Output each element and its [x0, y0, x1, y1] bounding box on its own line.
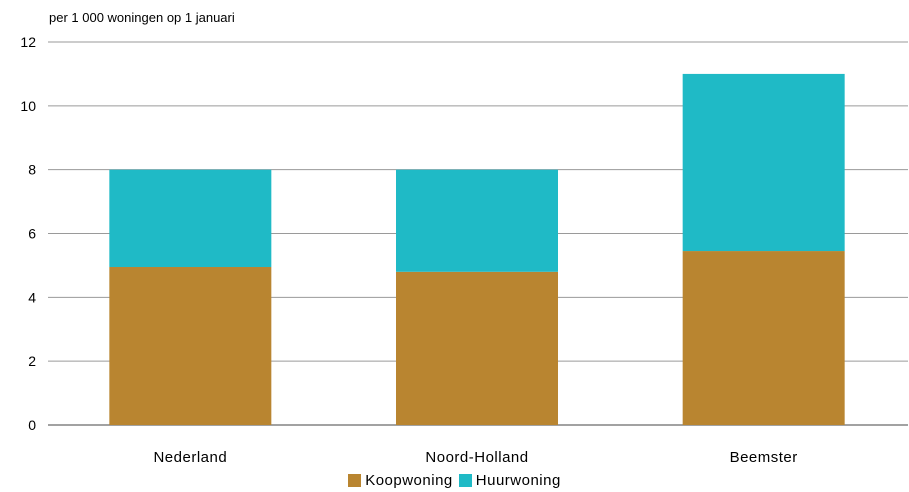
legend-swatch-huurwoning	[458, 474, 472, 487]
x-tick-label-beemster: Beemster	[730, 449, 798, 466]
y-tick-label-8: 8	[28, 162, 36, 178]
bar-koopwoning-noord-holland	[396, 271, 558, 425]
y-tick-label-6: 6	[28, 226, 36, 242]
bar-huurwoning-beemster	[682, 73, 845, 252]
bar-huurwoning-noord-holland	[396, 169, 558, 272]
y-tick-label-12: 12	[20, 34, 36, 50]
bars	[109, 73, 845, 425]
stacked-bar-chart: per 1 000 woningen op 1 januari 0 2 4 6 8 10 1…	[20, 10, 908, 466]
bar-koopwoning-nederland	[109, 267, 272, 425]
legend-label-huurwoning: Huurwoning	[475, 472, 561, 489]
legend-label-koopwoning: Koopwoning	[365, 472, 453, 489]
y-tick-label-2: 2	[28, 353, 36, 369]
y-tick-label-10: 10	[20, 98, 36, 114]
legend-item-koopwoning: Koopwoning	[348, 472, 453, 489]
x-tick-label-noord-holland: Noord-Holland	[425, 449, 528, 466]
legend: Koopwoning Huurwoning	[0, 472, 909, 489]
y-axis-ticks: 0 2 4 6 8 10 12	[20, 34, 36, 433]
y-tick-label-4: 4	[28, 289, 36, 305]
y-tick-label-0: 0	[28, 417, 36, 433]
x-tick-label-nederland: Nederland	[153, 449, 227, 466]
bar-huurwoning-nederland	[109, 169, 272, 268]
legend-swatch-koopwoning	[348, 474, 362, 487]
x-axis-labels: Nederland Noord-Holland Beemster	[153, 449, 797, 466]
chart-subtitle: per 1 000 woningen op 1 januari	[49, 10, 235, 25]
legend-item-huurwoning: Huurwoning	[458, 472, 561, 489]
bar-koopwoning-beemster	[682, 251, 845, 425]
